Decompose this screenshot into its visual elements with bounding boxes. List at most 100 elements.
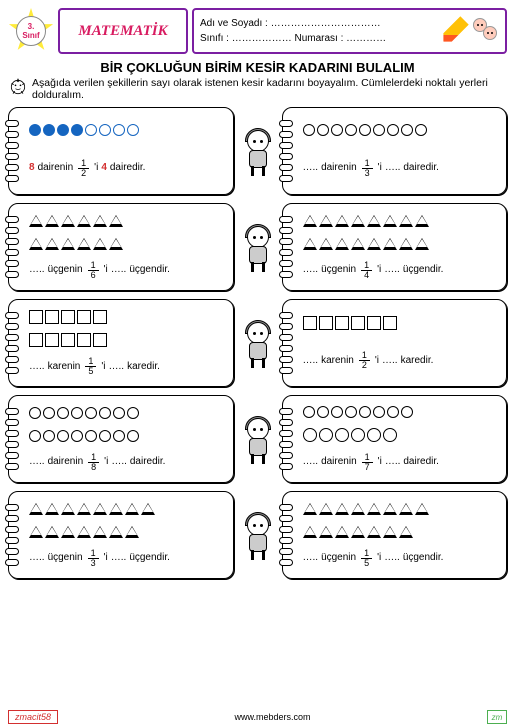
fraction: 13 bbox=[88, 549, 99, 568]
suffix: üçgendir. bbox=[129, 551, 170, 565]
result: ….. bbox=[384, 263, 400, 277]
shapes-row bbox=[29, 238, 225, 250]
prefix: ….. bbox=[29, 551, 45, 565]
suffix: dairedir. bbox=[403, 455, 439, 469]
number-label: Numarası : bbox=[294, 33, 343, 44]
prefix: ….. bbox=[303, 354, 319, 368]
object: karenin bbox=[321, 354, 354, 368]
suffix: karedir. bbox=[127, 360, 160, 374]
exercise-card: …..üçgenin15'i…..üçgendir. bbox=[282, 491, 508, 579]
fraction: 12 bbox=[78, 159, 89, 178]
prefix: ….. bbox=[29, 263, 45, 277]
result: 4 bbox=[101, 161, 107, 175]
sentence: …..dairenin17'i…..dairedir. bbox=[303, 453, 499, 472]
mascot-icon bbox=[236, 491, 280, 579]
suffix: karedir. bbox=[401, 354, 434, 368]
sentence: 8dairenin12'i4dairedir. bbox=[29, 159, 225, 178]
sentence: …..üçgenin14'i…..üçgendir. bbox=[303, 261, 499, 280]
spiral-binding bbox=[279, 502, 293, 568]
class-dots: ……………… bbox=[232, 33, 292, 44]
prefix: ….. bbox=[303, 161, 319, 175]
sep: 'i bbox=[104, 263, 108, 277]
shapes-row bbox=[29, 526, 225, 538]
subject-text: MATEMATİK bbox=[78, 23, 167, 40]
page-title: BİR ÇOKLUĞUN BİRİM KESİR KADARINI BULALI… bbox=[8, 60, 507, 75]
sep: 'i bbox=[104, 455, 108, 469]
shapes-row bbox=[29, 430, 225, 442]
exercise-card: …..dairenin18'i…..dairedir. bbox=[8, 395, 234, 483]
prefix: 8 bbox=[29, 161, 35, 175]
sep: 'i bbox=[377, 263, 381, 277]
student-info: Adı ve Soyadı : …………………………… Sınıfı : ………… bbox=[192, 8, 507, 54]
shapes-row bbox=[29, 333, 225, 347]
prefix: ….. bbox=[29, 455, 45, 469]
sep: 'i bbox=[375, 354, 379, 368]
spiral-binding bbox=[279, 118, 293, 184]
class-label: Sınıfı : bbox=[200, 33, 229, 44]
spiral-binding bbox=[5, 310, 19, 376]
object: üçgenin bbox=[48, 263, 83, 277]
result: ….. bbox=[111, 551, 127, 565]
exercise-card: …..dairenin13'i…..dairedir. bbox=[282, 107, 508, 195]
prefix: ….. bbox=[303, 455, 319, 469]
mascot-icon bbox=[236, 299, 280, 387]
object: dairenin bbox=[48, 455, 84, 469]
shapes-row bbox=[29, 503, 225, 515]
object: üçgenin bbox=[321, 551, 356, 565]
fraction: 15 bbox=[361, 549, 372, 568]
pencil-icon bbox=[433, 10, 475, 52]
suffix: dairedir. bbox=[110, 161, 146, 175]
footer-author: zmacit58 bbox=[8, 710, 58, 724]
shapes-row bbox=[29, 215, 225, 227]
instruction-star-icon bbox=[8, 77, 28, 97]
sentence: …..dairenin13'i…..dairedir. bbox=[303, 159, 499, 178]
shapes-row bbox=[303, 406, 499, 418]
cards-grid: 8dairenin12'i4dairedir.…..dairenin13'i….… bbox=[8, 107, 507, 579]
shapes-row bbox=[29, 407, 225, 419]
shapes-row bbox=[303, 215, 499, 227]
name-label: Adı ve Soyadı : bbox=[200, 18, 268, 29]
shapes-row bbox=[303, 526, 499, 538]
exercise-card: 8dairenin12'i4dairedir. bbox=[8, 107, 234, 195]
sentence: …..üçgenin13'i…..üçgendir. bbox=[29, 549, 225, 568]
object: dairenin bbox=[321, 455, 357, 469]
mascot-icon bbox=[236, 395, 280, 483]
result: ….. bbox=[111, 263, 127, 277]
exercise-card: …..üçgenin16'i…..üçgendir. bbox=[8, 203, 234, 291]
header: 3. Sınıf MATEMATİK Adı ve Soyadı : ……………… bbox=[8, 8, 507, 54]
fraction: 16 bbox=[88, 261, 99, 280]
prefix: ….. bbox=[29, 360, 45, 374]
exercise-card: …..karenin12'i…..karedir. bbox=[282, 299, 508, 387]
exercise-card: …..üçgenin13'i…..üçgendir. bbox=[8, 491, 234, 579]
shapes-row bbox=[29, 310, 225, 324]
spiral-binding bbox=[279, 406, 293, 472]
name-dots: …………………………… bbox=[271, 18, 381, 29]
subject-box: MATEMATİK bbox=[58, 8, 188, 54]
suffix: üçgendir. bbox=[403, 551, 444, 565]
grade-num: 3. bbox=[28, 22, 35, 31]
result: ….. bbox=[382, 354, 398, 368]
sentence: …..dairenin18'i…..dairedir. bbox=[29, 453, 225, 472]
worksheet-page: 3. Sınıf MATEMATİK Adı ve Soyadı : ……………… bbox=[0, 0, 515, 728]
shapes-row bbox=[303, 428, 499, 442]
sep: 'i bbox=[101, 360, 105, 374]
shapes-row bbox=[303, 124, 499, 136]
grade-circle: 3. Sınıf bbox=[16, 16, 46, 46]
sep: 'i bbox=[378, 161, 382, 175]
spiral-binding bbox=[5, 118, 19, 184]
shapes-row bbox=[303, 316, 499, 330]
spiral-binding bbox=[5, 502, 19, 568]
exercise-card: …..üçgenin14'i…..üçgendir. bbox=[282, 203, 508, 291]
result: ….. bbox=[111, 455, 127, 469]
result: ….. bbox=[109, 360, 125, 374]
footer: zmacit58 www.mebders.com zm bbox=[8, 710, 507, 724]
kids-icon bbox=[473, 18, 499, 44]
sep: 'i bbox=[104, 551, 108, 565]
info-text: Adı ve Soyadı : …………………………… Sınıfı : ………… bbox=[200, 16, 435, 46]
sentence: …..karenin15'i…..karedir. bbox=[29, 357, 225, 376]
grade-label: Sınıf bbox=[22, 31, 39, 40]
spiral-binding bbox=[5, 214, 19, 280]
suffix: dairedir. bbox=[130, 455, 166, 469]
sentence: …..üçgenin15'i…..üçgendir. bbox=[303, 549, 499, 568]
grade-badge: 3. Sınıf bbox=[8, 8, 54, 54]
